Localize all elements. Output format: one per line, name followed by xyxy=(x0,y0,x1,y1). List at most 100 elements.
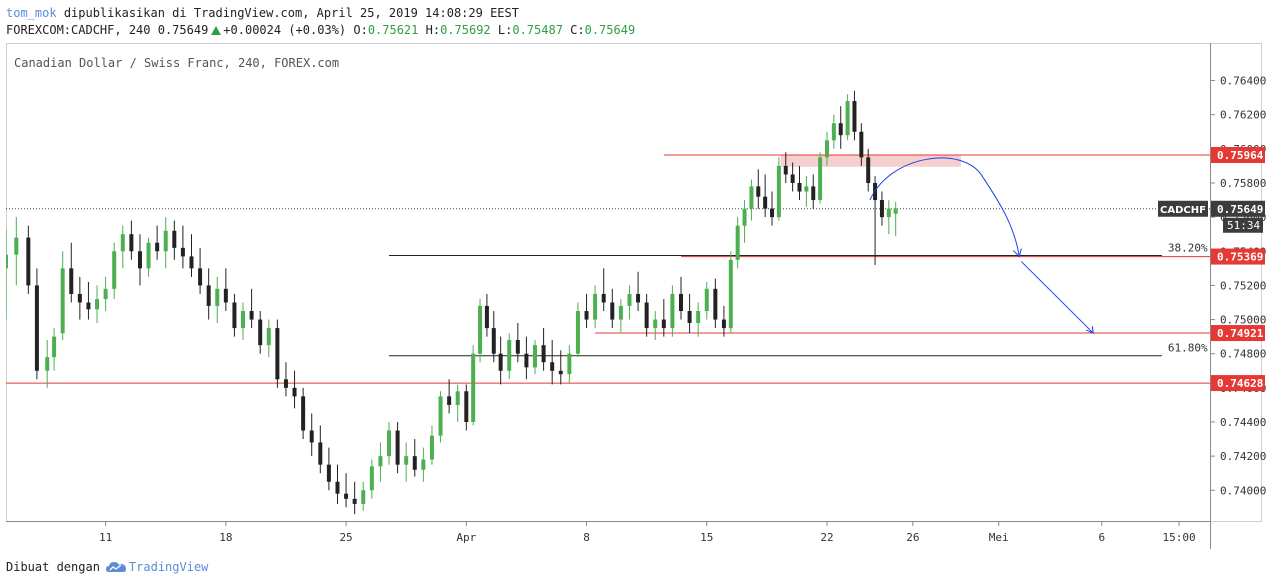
low-value: 0.75487 xyxy=(512,23,563,37)
time-tick-label: 22 xyxy=(820,531,833,544)
candle-body xyxy=(26,237,31,286)
candle-body xyxy=(232,302,237,329)
candle-body xyxy=(687,311,692,323)
candle-body xyxy=(69,268,74,294)
low-label: L: xyxy=(497,23,513,37)
candle-body xyxy=(206,285,211,306)
open-label: O: xyxy=(353,23,368,37)
tradingview-logo[interactable]: TradingView xyxy=(105,560,209,574)
candle-body xyxy=(369,466,374,491)
price-tick-label: 0.74800 xyxy=(1220,348,1266,361)
candle-body xyxy=(704,288,709,312)
made-with-text: Dibuat dengan xyxy=(6,560,100,574)
candle-body xyxy=(550,362,555,371)
candle-body xyxy=(575,311,580,354)
brand-name: TradingView xyxy=(128,560,209,574)
candle-body xyxy=(558,370,563,375)
price-tick-label: 0.74200 xyxy=(1220,450,1266,463)
candle-body xyxy=(811,186,816,201)
candle-body xyxy=(696,311,701,323)
time-tick-label: 6 xyxy=(1098,531,1105,544)
candle-body xyxy=(4,254,8,269)
candle-body xyxy=(429,435,434,460)
candle-body xyxy=(783,165,788,175)
candle-body xyxy=(283,379,288,388)
fib-label: 61.80% xyxy=(1168,342,1208,355)
candle-body xyxy=(301,396,306,431)
candle-body xyxy=(763,196,768,209)
candle-body xyxy=(584,311,589,320)
level-price-tag xyxy=(1211,248,1265,265)
candle-body xyxy=(852,101,857,132)
candle-body xyxy=(387,430,392,457)
level-price-label: 0.74628 xyxy=(1217,377,1263,390)
candle-body xyxy=(478,305,483,354)
symbol-tag-label: CADCHF xyxy=(1160,205,1206,216)
chart-container[interactable]: 0.764000.762000.760000.758000.756000.754… xyxy=(4,43,1268,557)
level-price-label: 0.75369 xyxy=(1217,251,1263,264)
candle-body xyxy=(498,353,503,371)
candle-body xyxy=(610,302,615,320)
ohlc-line: FOREXCOM:CADCHF, 240 0.75649 +0.00024 (+0… xyxy=(6,23,635,37)
price-tick-label: 0.74400 xyxy=(1220,416,1266,429)
candle-body xyxy=(438,396,443,436)
candle-body xyxy=(34,285,39,371)
candle-body xyxy=(344,493,349,499)
candle-body xyxy=(484,305,489,329)
resistance-zone xyxy=(780,154,961,167)
time-tick-label: 25 xyxy=(339,531,352,544)
candle-body xyxy=(627,293,632,306)
candle-body xyxy=(507,340,512,371)
chart-frame xyxy=(6,43,1262,522)
candle-body xyxy=(464,391,469,422)
candle-body xyxy=(593,293,598,320)
candle-body xyxy=(824,140,829,158)
candle-body xyxy=(567,353,572,375)
chart-title: Canadian Dollar / Swiss Franc, 240, FORE… xyxy=(14,56,339,70)
time-tick-label: Apr xyxy=(456,531,476,544)
candle-body xyxy=(797,182,802,192)
candle-body xyxy=(770,208,775,218)
candle-body xyxy=(86,302,91,310)
price-tick-label: 0.75000 xyxy=(1220,314,1266,327)
arrowhead-icon xyxy=(1012,248,1022,258)
publish-text: dipublikasikan di TradingView.com, April… xyxy=(63,6,519,20)
level-price-tag xyxy=(1211,146,1265,163)
candle-body xyxy=(879,200,884,218)
projection-arc xyxy=(869,157,1020,257)
level-price-label: 0.75964 xyxy=(1217,149,1264,162)
price-chart[interactable]: 0.764000.762000.760000.758000.756000.754… xyxy=(4,43,1268,553)
footer: Dibuat dengan TradingView xyxy=(6,560,208,574)
candle-body xyxy=(172,230,177,248)
candle-body xyxy=(455,391,460,405)
candle-body xyxy=(52,336,57,358)
close-value: 0.75649 xyxy=(584,23,636,37)
candle-body xyxy=(95,299,100,310)
publish-info: tom_mok dipublikasikan di TradingView.co… xyxy=(6,6,519,20)
candle-body xyxy=(352,498,357,504)
candle-body xyxy=(541,345,546,363)
candle-body xyxy=(112,251,117,289)
level-price-tag xyxy=(1211,375,1265,392)
candle-body xyxy=(618,305,623,320)
candle-body xyxy=(831,123,836,141)
candle-body xyxy=(670,293,675,329)
candle-body xyxy=(77,293,82,303)
change-text: +0.00024 (+0.03%) xyxy=(223,23,347,37)
candle-body xyxy=(653,319,658,329)
candle-body xyxy=(361,490,366,504)
time-tick-label: 15:00 xyxy=(1163,531,1196,544)
candle-body xyxy=(838,123,843,136)
candle-body xyxy=(735,225,740,260)
candle-body xyxy=(395,430,400,465)
candle-body xyxy=(412,456,417,470)
candle-body xyxy=(728,259,733,329)
candle-body xyxy=(189,256,194,269)
candle-body xyxy=(678,293,683,312)
author-link[interactable]: tom_mok xyxy=(6,6,57,20)
countdown-tag xyxy=(1223,217,1263,233)
candle-body xyxy=(713,288,718,320)
candle-body xyxy=(318,442,323,465)
close-label: C: xyxy=(570,23,585,37)
candle-body xyxy=(249,311,254,320)
